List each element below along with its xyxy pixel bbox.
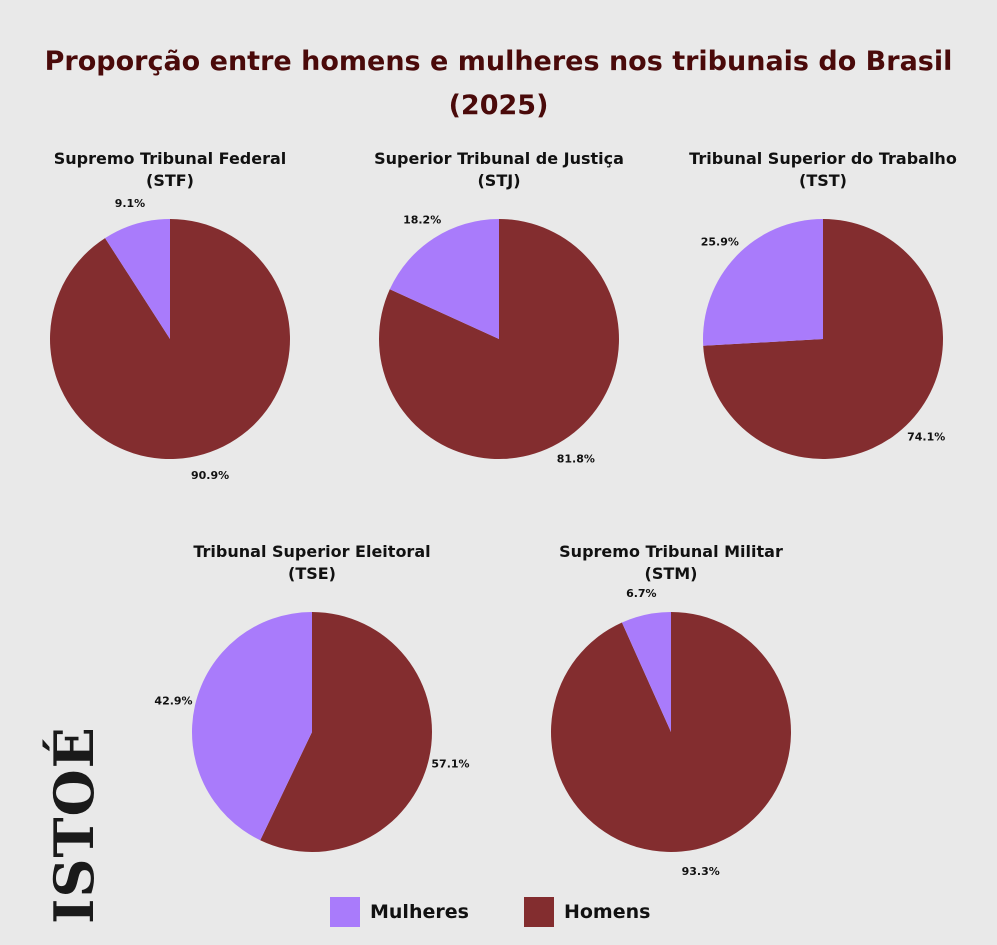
data-label-homens: 81.8% <box>557 452 595 465</box>
pie-chart-tst: Tribunal Superior do Trabalho (TST) 74.1… <box>663 148 983 488</box>
pie-svg: 57.1% 42.9% <box>154 612 470 852</box>
pie-title-line1: Tribunal Superior do Trabalho <box>689 149 957 168</box>
pie-chart-title: Superior Tribunal de Justiça (STJ) <box>339 148 659 192</box>
chart-title-line2: (2025) <box>448 90 549 121</box>
pie-slice-homens <box>703 219 943 459</box>
data-label-mulheres: 18.2% <box>403 214 441 227</box>
pie-title-line2: (STM) <box>644 564 698 583</box>
pie-chart-stf: Supremo Tribunal Federal (STF) 90.9% 9.1% <box>10 148 330 488</box>
pie-svg: 74.1% 25.9% <box>701 219 945 459</box>
legend-swatch-mulheres <box>330 897 360 927</box>
legend-label-mulheres: Mulheres <box>370 901 469 923</box>
pie-chart-title: Supremo Tribunal Federal (STF) <box>10 148 330 192</box>
legend: Mulheres Homens <box>330 895 705 929</box>
data-label-homens: 57.1% <box>431 757 469 770</box>
pie-chart-stm: Supremo Tribunal Militar (STM) 93.3% 6.7% <box>511 541 831 881</box>
data-label-mulheres: 25.9% <box>701 235 739 248</box>
data-label-homens: 74.1% <box>907 431 945 444</box>
pie-slice-mulheres <box>105 219 170 339</box>
pie-title-line2: (STJ) <box>477 171 521 190</box>
pie-title-line1: Supremo Tribunal Federal <box>53 149 287 168</box>
pie-chart-stj: Superior Tribunal de Justiça (STJ) 81.8%… <box>339 148 659 488</box>
pie-title-line2: (TSE) <box>288 564 336 583</box>
pie-svg: 81.8% 18.2% <box>379 214 619 465</box>
pie-chart-title: Supremo Tribunal Militar (STM) <box>511 541 831 585</box>
legend-item-mulheres: Mulheres <box>330 897 469 927</box>
istoe-logo: ISTOÉ <box>42 726 106 924</box>
pie-title-line1: Tribunal Superior Eleitoral <box>193 542 431 561</box>
pie-slice-mulheres <box>389 219 499 339</box>
pie-chart-tse: Tribunal Superior Eleitoral (TSE) 57.1% 4… <box>152 541 472 881</box>
pie-slice-homens <box>260 612 432 852</box>
data-label-mulheres: 9.1% <box>115 197 146 210</box>
pie-title-line2: (STF) <box>146 171 194 190</box>
legend-item-homens: Homens <box>523 897 651 927</box>
pie-title-line1: Supremo Tribunal Militar <box>559 542 783 561</box>
data-label-mulheres: 6.7% <box>626 587 657 600</box>
chart-title-line1: Proporção entre homens e mulheres nos tr… <box>44 46 953 77</box>
pie-slice-mulheres <box>621 612 671 732</box>
pie-svg: 90.9% 9.1% <box>50 197 291 482</box>
data-label-homens: 90.9% <box>191 469 229 482</box>
legend-label-homens: Homens <box>563 901 651 923</box>
chart-title: Proporção entre homens e mulheres nos tr… <box>0 40 997 128</box>
pie-chart-title: Tribunal Superior do Trabalho (TST) <box>663 148 983 192</box>
pie-chart-title: Tribunal Superior Eleitoral (TSE) <box>152 541 472 585</box>
istoe-logo-text: ISTOÉ <box>42 726 106 924</box>
legend-swatch-homens <box>523 897 554 927</box>
data-label-mulheres: 42.9% <box>154 695 192 708</box>
pie-title-line1: Superior Tribunal de Justiça <box>374 149 624 168</box>
pie-slice-mulheres <box>703 219 823 346</box>
pie-slice-mulheres <box>192 612 312 841</box>
pie-title-line2: (TST) <box>799 171 847 190</box>
data-label-homens: 93.3% <box>682 865 720 878</box>
pie-svg: 93.3% 6.7% <box>551 587 791 878</box>
pie-slice-homens <box>379 219 619 460</box>
